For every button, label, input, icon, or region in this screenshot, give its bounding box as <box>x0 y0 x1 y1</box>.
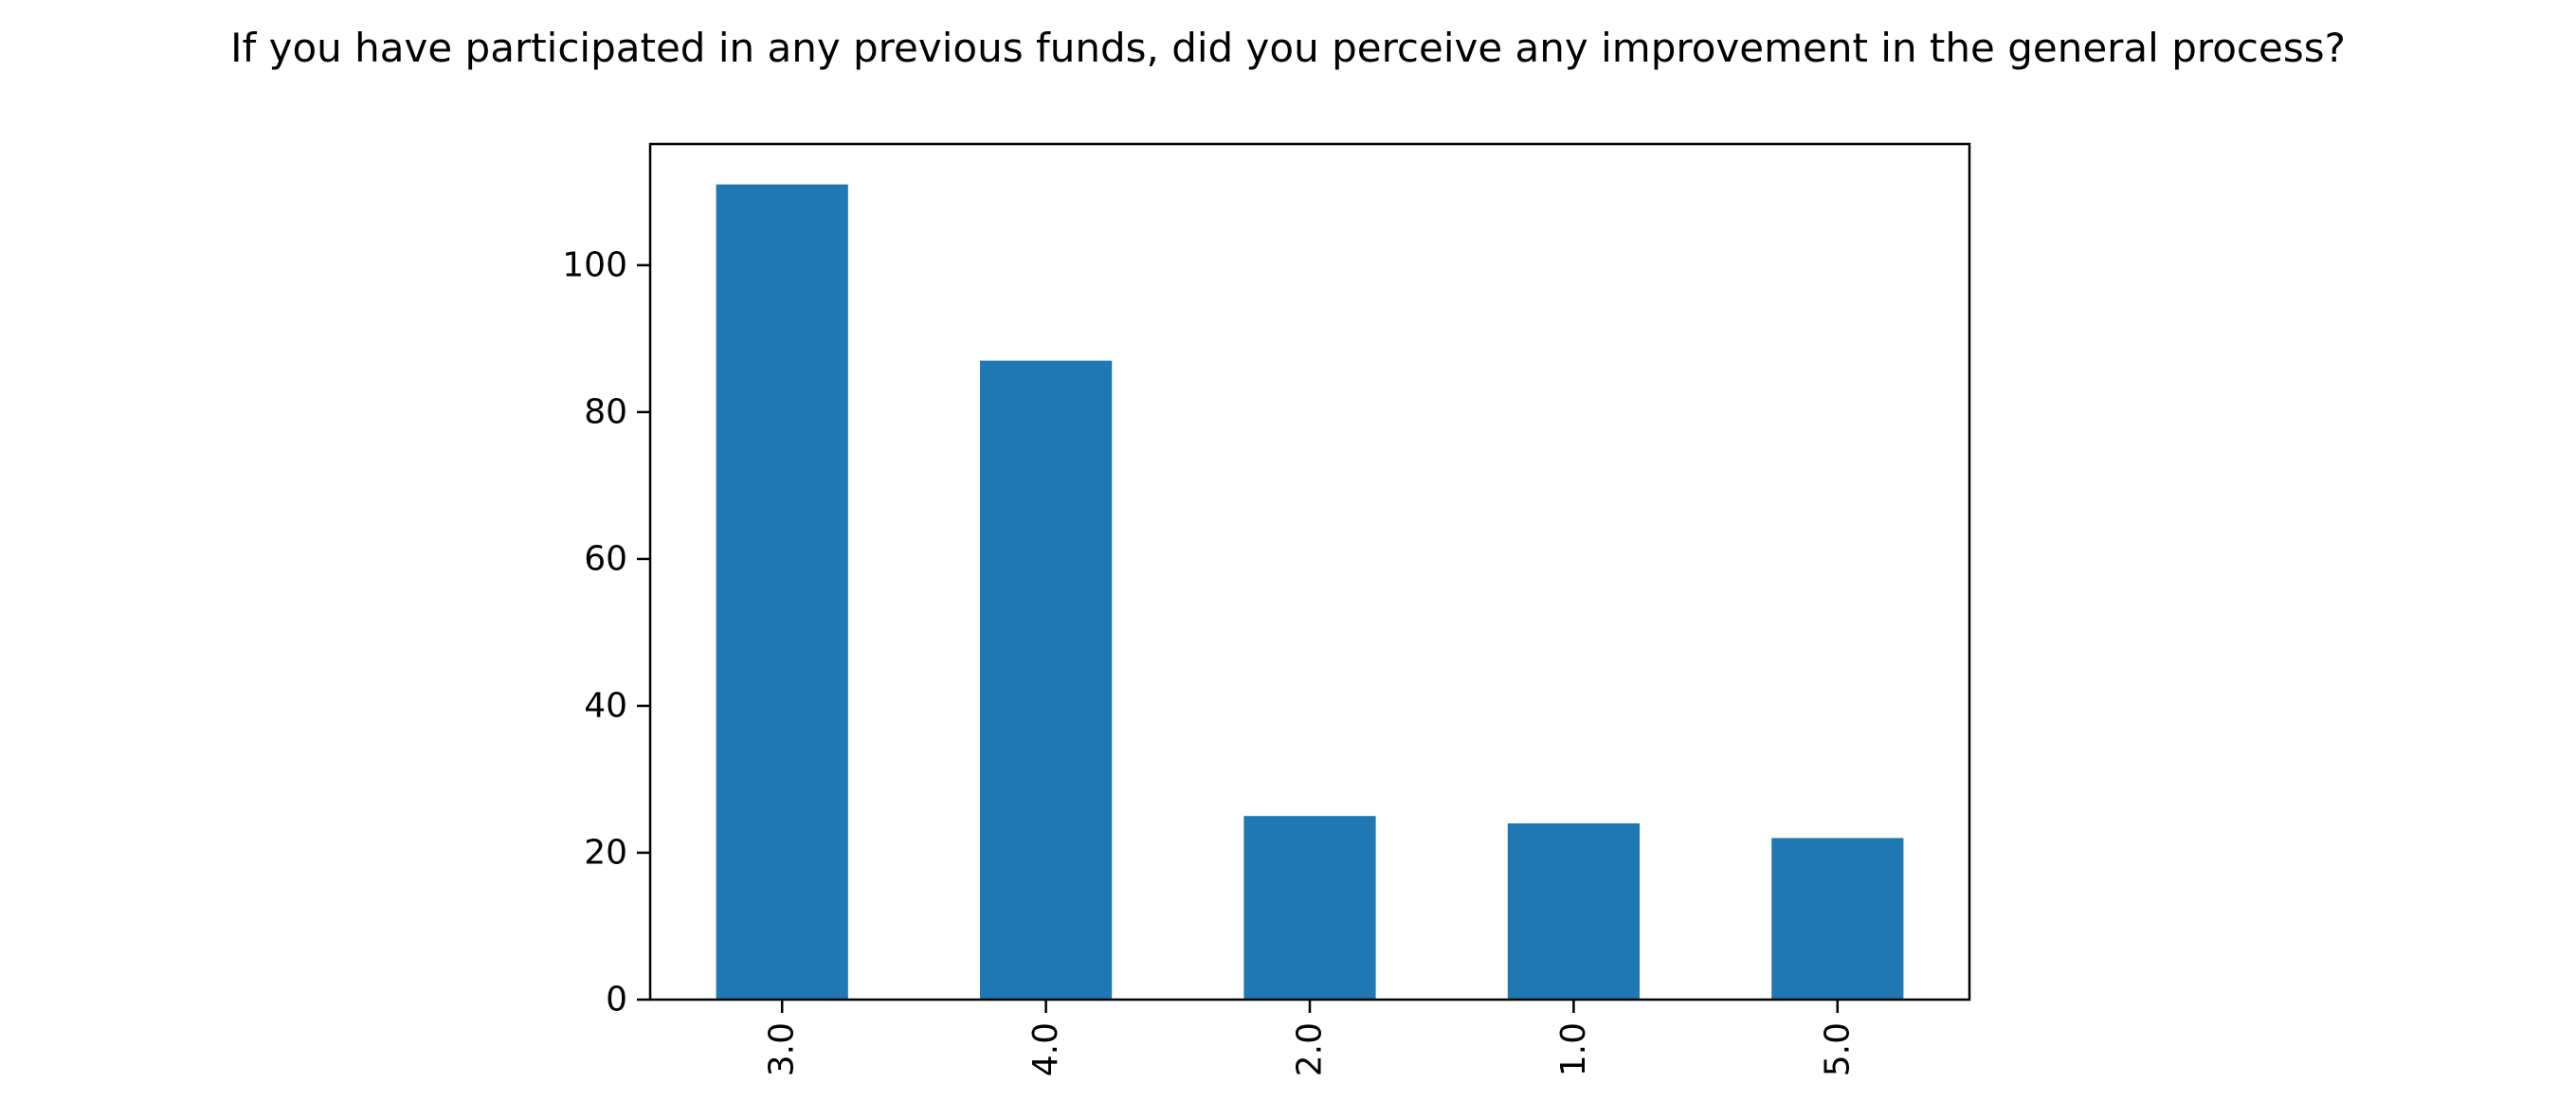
bar-5.0 <box>1771 838 1904 1000</box>
y-tick-label: 20 <box>584 833 627 872</box>
x-tick-label: 5.0 <box>1818 1022 1857 1076</box>
bar-2.0 <box>1243 816 1376 1000</box>
x-tick-label: 2.0 <box>1291 1022 1330 1076</box>
bar-4.0 <box>980 360 1113 1001</box>
y-tick-label: 40 <box>584 686 627 725</box>
bars-layer <box>716 184 1904 1001</box>
y-tick-label: 100 <box>562 245 627 284</box>
x-tick-label: 1.0 <box>1554 1022 1593 1076</box>
x-tick-label: 3.0 <box>763 1022 802 1076</box>
x-tick-label: 4.0 <box>1026 1022 1065 1076</box>
x-axis: 3.0 4.0 2.0 1.0 5.0 <box>763 1000 1857 1076</box>
bar-3.0 <box>716 184 848 1000</box>
plot-frame <box>648 142 1971 1002</box>
y-tick-label: 60 <box>584 539 627 578</box>
bar-1.0 <box>1507 822 1640 1000</box>
chart-title: If you have participated in any previous… <box>230 25 2346 71</box>
y-tick-label: 0 <box>606 981 627 1020</box>
y-axis: 0 20 40 60 80 100 <box>562 245 650 1020</box>
y-tick-label: 80 <box>584 392 627 431</box>
